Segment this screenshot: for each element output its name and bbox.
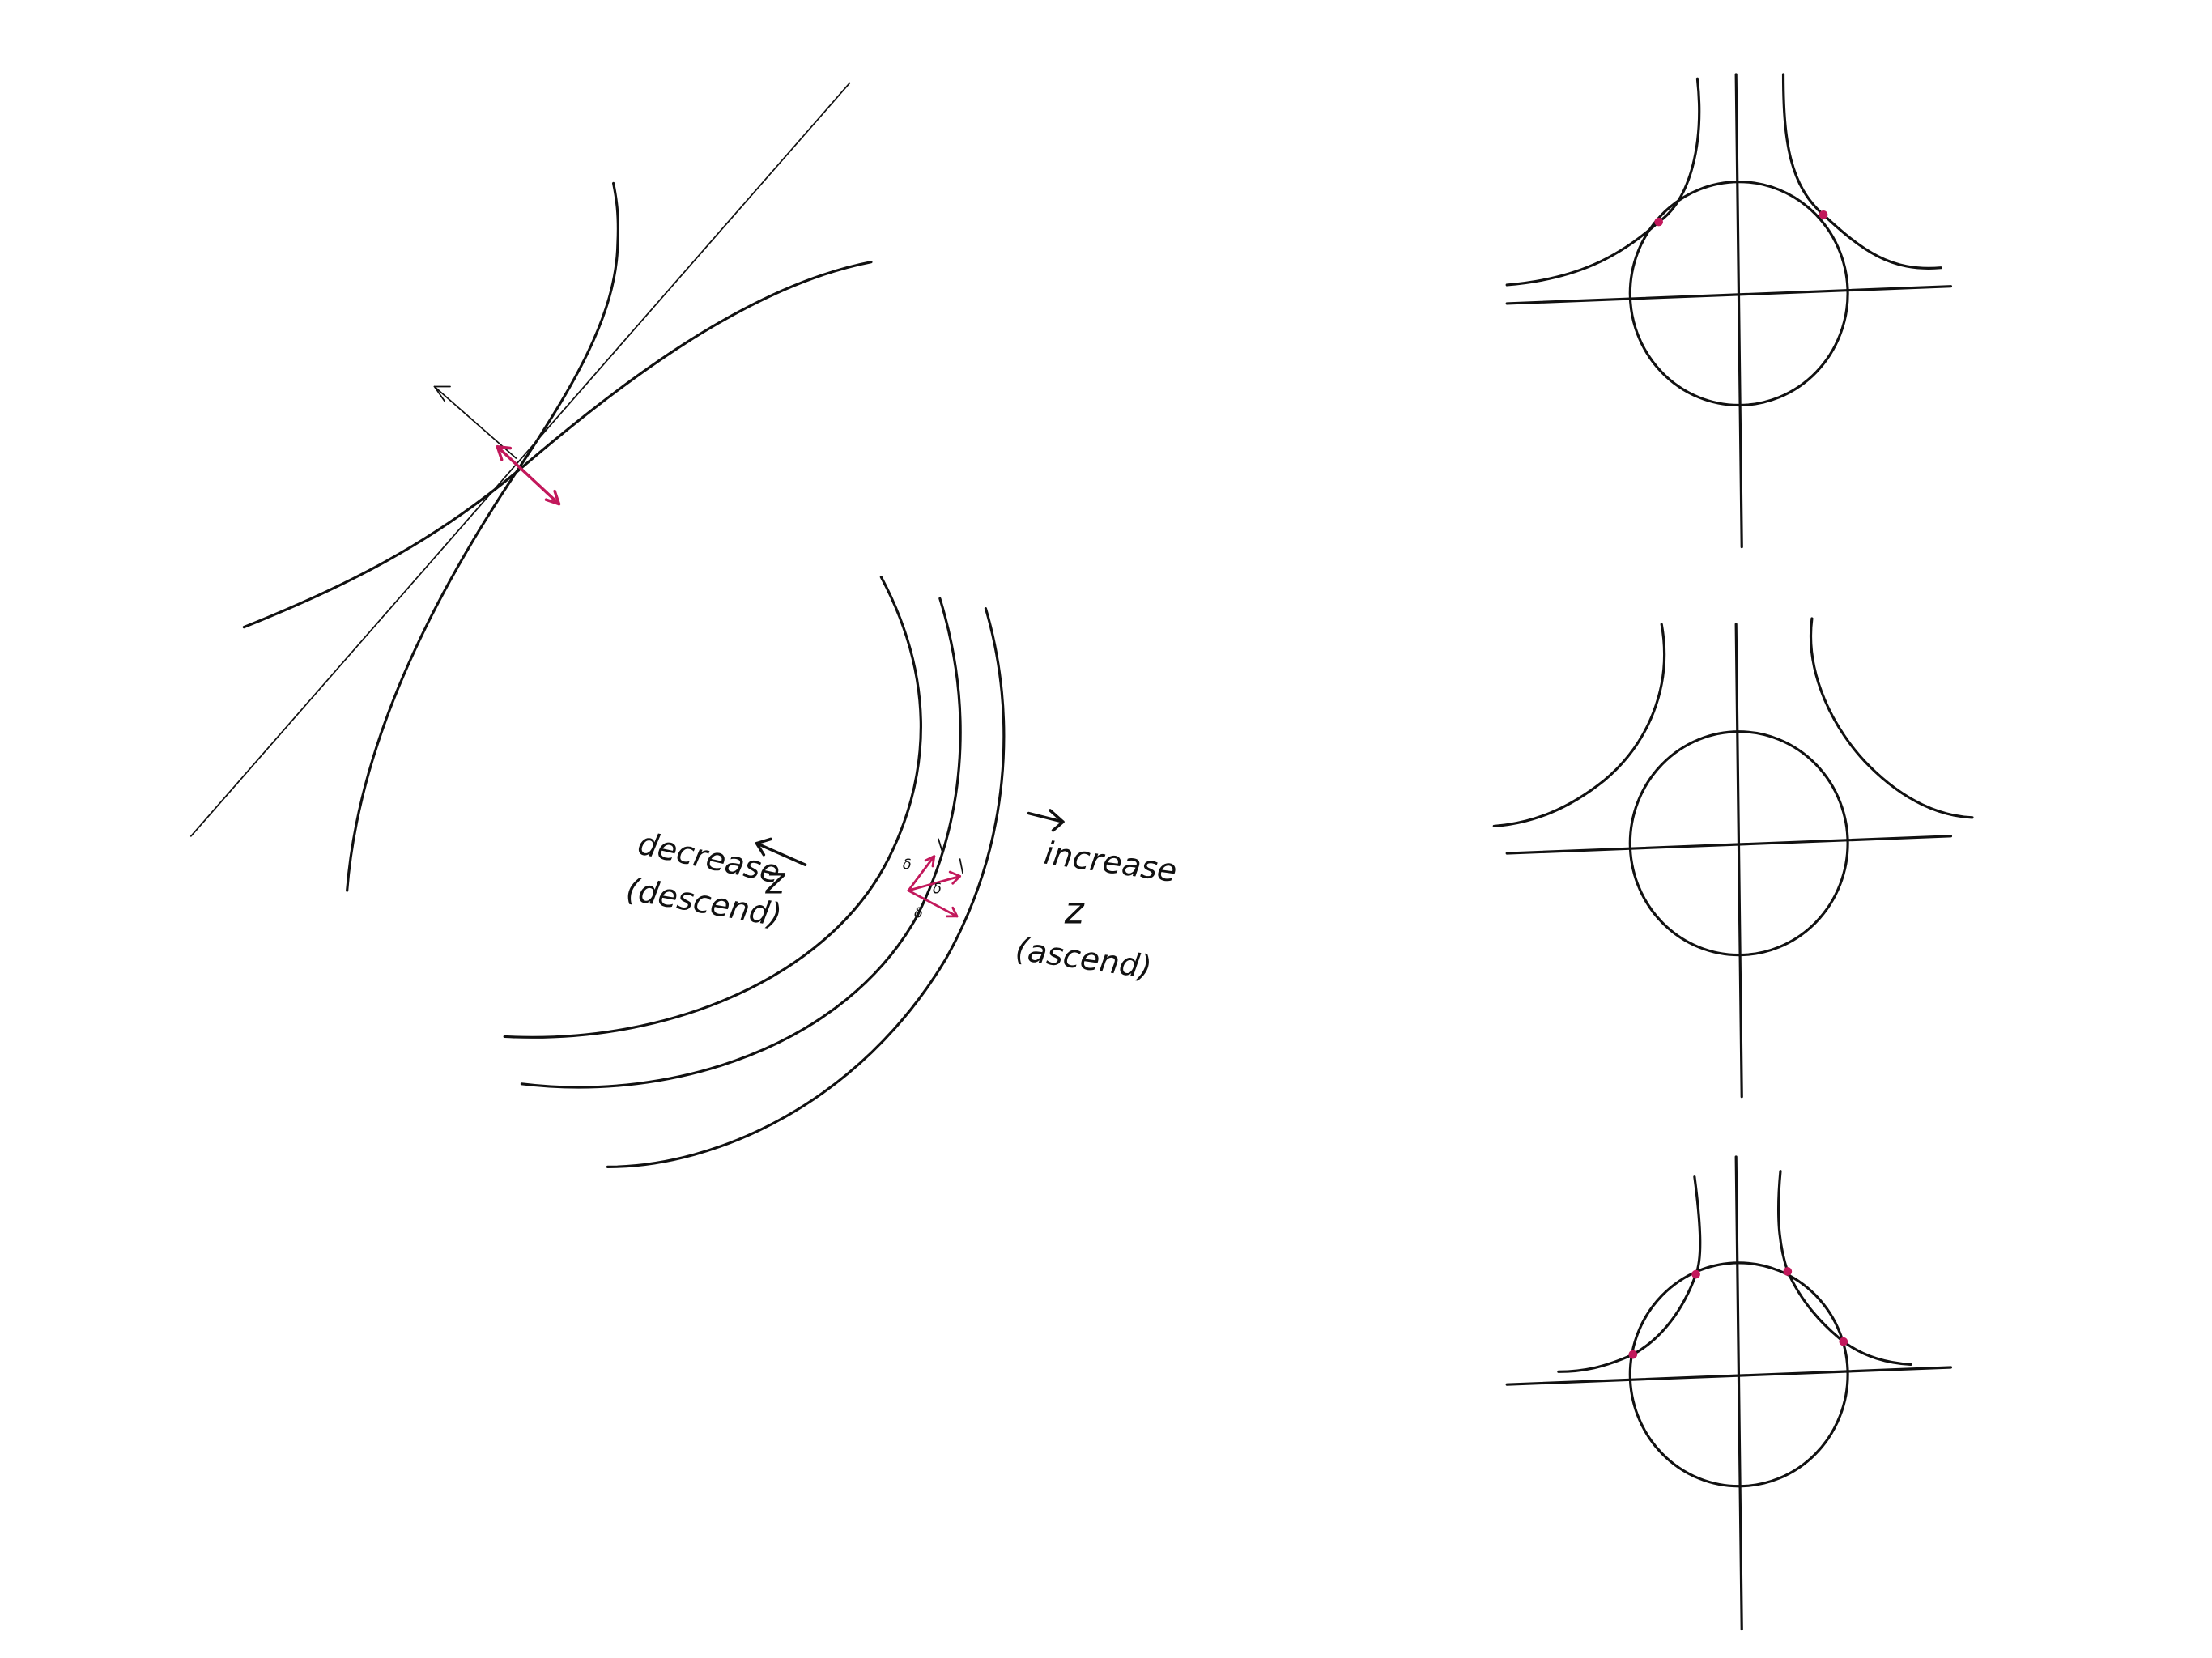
hyperbola-left-middle xyxy=(1492,623,1666,828)
hyperbola-left-top xyxy=(1505,77,1701,287)
axis-x-middle xyxy=(1505,835,1953,855)
circle-bottom xyxy=(1628,1261,1849,1488)
step-tick-2 xyxy=(959,858,964,874)
level-arc-outer xyxy=(606,607,1006,1168)
intersection-point xyxy=(1783,1267,1793,1276)
level-arc-middle xyxy=(520,597,962,1089)
axis-y-bottom xyxy=(1734,1155,1743,1631)
curve-b xyxy=(242,261,873,629)
delta-label-2: δ xyxy=(933,882,942,898)
hyperbola-right-middle xyxy=(1810,617,1974,819)
decrease-z-label: z xyxy=(764,859,785,903)
decrease-arrow xyxy=(755,837,807,866)
delta-label-1: δ xyxy=(903,857,912,874)
circle-middle xyxy=(1628,730,1849,957)
curve-a xyxy=(346,181,619,892)
intersection-point xyxy=(1628,1350,1638,1359)
tangent-line xyxy=(190,82,851,837)
axis-x-top xyxy=(1505,285,1953,305)
step-tick-1 xyxy=(938,838,944,854)
tangent-curves-figure xyxy=(190,82,873,892)
level-arc-inner xyxy=(503,576,922,1039)
magenta-step-vectors xyxy=(907,855,962,918)
axis-y-top xyxy=(1734,73,1743,549)
intersection-point xyxy=(1839,1337,1848,1346)
increase-arrow xyxy=(1027,809,1065,832)
normal-arrow-head xyxy=(433,385,451,402)
constraint-figure-top xyxy=(1505,73,1953,549)
axis-x-bottom xyxy=(1505,1366,1953,1386)
tangent-point xyxy=(1819,210,1828,219)
ascend-label: (ascend) xyxy=(1013,931,1154,986)
intersection-points-bottom xyxy=(1628,1267,1848,1359)
tangent-point xyxy=(1654,217,1663,227)
axis-y-middle xyxy=(1734,623,1743,1099)
level-sets-figure xyxy=(503,576,1065,1168)
tangent-points-top xyxy=(1654,210,1828,227)
increase-label: increase xyxy=(1042,835,1179,890)
delta-label-3: δ xyxy=(914,906,923,922)
hyperbola-right-top xyxy=(1781,73,1942,270)
hyperbola-right-bottom xyxy=(1776,1170,1912,1367)
magenta-gradient-arrow xyxy=(496,445,561,506)
intersection-point xyxy=(1691,1269,1700,1279)
hyperbola-left-bottom xyxy=(1557,1175,1702,1373)
increase-z-label: z xyxy=(1064,889,1085,933)
circle-top xyxy=(1628,181,1849,407)
constraint-figure-bottom xyxy=(1505,1155,1953,1631)
constraint-figure-middle xyxy=(1492,617,1974,1099)
